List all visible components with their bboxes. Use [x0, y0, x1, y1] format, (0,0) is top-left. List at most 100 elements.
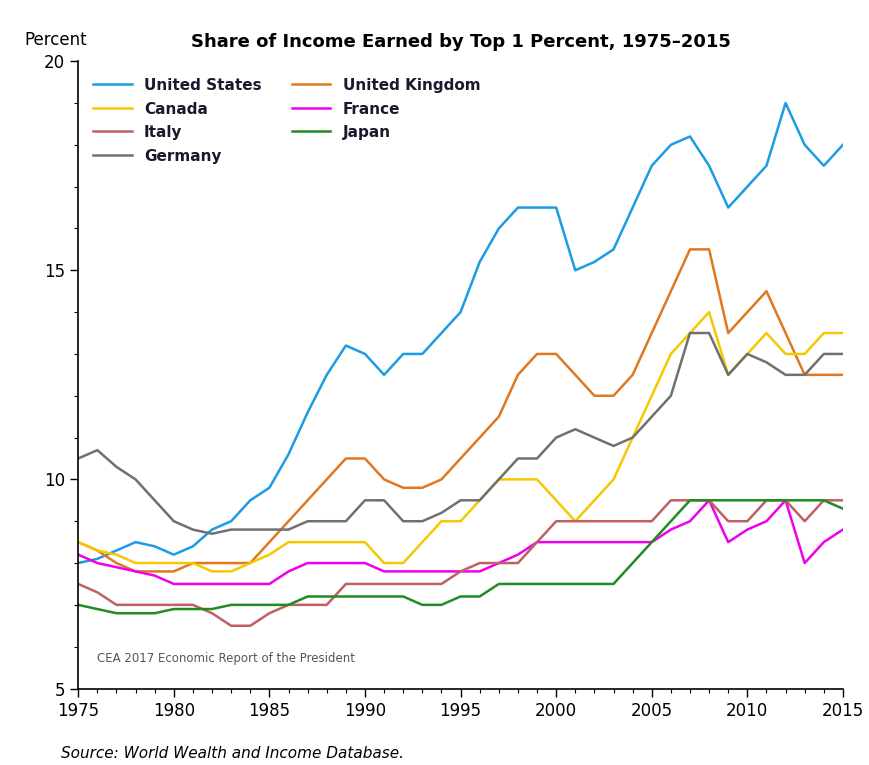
Japan: [838, 504, 848, 513]
Japan: [398, 592, 408, 601]
United States: [207, 525, 217, 534]
United Kingdom: [723, 328, 733, 337]
Germany: [532, 454, 542, 463]
United States: [264, 483, 275, 493]
United States: [723, 203, 733, 212]
Germany: [513, 454, 523, 463]
Germany: [341, 516, 351, 526]
Germany: [264, 525, 275, 534]
United Kingdom: [130, 567, 141, 576]
Line: Germany: Germany: [78, 333, 843, 534]
Germany: [589, 433, 600, 442]
Legend: United States, Canada, Italy, Germany, United Kingdom, France, Japan: United States, Canada, Italy, Germany, U…: [94, 78, 481, 164]
Canada: [627, 433, 638, 442]
Italy: [723, 516, 733, 526]
United Kingdom: [360, 454, 370, 463]
Italy: [474, 558, 485, 568]
Germany: [322, 516, 332, 526]
Canada: [169, 558, 179, 568]
France: [360, 558, 370, 568]
Canada: [532, 475, 542, 484]
Japan: [627, 558, 638, 568]
Text: Percent: Percent: [24, 31, 87, 49]
Canada: [73, 538, 83, 547]
Japan: [799, 496, 810, 505]
Canada: [570, 516, 580, 526]
Germany: [226, 525, 236, 534]
Title: Share of Income Earned by Top 1 Percent, 1975–2015: Share of Income Earned by Top 1 Percent,…: [190, 34, 731, 51]
France: [819, 538, 829, 547]
Canada: [379, 558, 389, 568]
Canada: [207, 567, 217, 576]
Japan: [608, 579, 619, 588]
Canada: [761, 328, 772, 337]
Line: United States: United States: [78, 103, 843, 563]
United Kingdom: [704, 245, 714, 254]
Germany: [111, 462, 122, 471]
Germany: [608, 441, 619, 451]
France: [723, 538, 733, 547]
Canada: [149, 558, 160, 568]
France: [780, 496, 791, 505]
Italy: [685, 496, 695, 505]
Japan: [302, 592, 313, 601]
France: [417, 567, 428, 576]
Italy: [551, 516, 561, 526]
United Kingdom: [417, 483, 428, 493]
Canada: [666, 350, 676, 359]
France: [302, 558, 313, 568]
Japan: [188, 604, 198, 614]
France: [436, 567, 447, 576]
Germany: [360, 496, 370, 505]
United Kingdom: [532, 350, 542, 359]
United States: [149, 542, 160, 551]
Germany: [302, 516, 313, 526]
Germany: [647, 412, 657, 422]
United Kingdom: [264, 538, 275, 547]
Canada: [398, 558, 408, 568]
Canada: [417, 538, 428, 547]
Canada: [704, 308, 714, 317]
United States: [627, 203, 638, 212]
Germany: [819, 350, 829, 359]
Italy: [111, 601, 122, 610]
Canada: [742, 350, 753, 359]
Germany: [723, 370, 733, 379]
United States: [169, 550, 179, 559]
Italy: [360, 579, 370, 588]
Japan: [685, 496, 695, 505]
Canada: [513, 475, 523, 484]
United Kingdom: [283, 516, 294, 526]
Japan: [341, 592, 351, 601]
France: [283, 567, 294, 576]
United Kingdom: [761, 287, 772, 296]
Germany: [73, 454, 83, 463]
Japan: [226, 601, 236, 610]
France: [226, 579, 236, 588]
Japan: [379, 592, 389, 601]
United States: [742, 182, 753, 191]
United States: [513, 203, 523, 212]
Japan: [264, 601, 275, 610]
France: [169, 579, 179, 588]
Japan: [780, 496, 791, 505]
United Kingdom: [302, 496, 313, 505]
France: [532, 538, 542, 547]
Text: 2015: 2015: [0, 764, 1, 765]
France: [111, 562, 122, 571]
France: [73, 550, 83, 559]
Germany: [666, 391, 676, 400]
United States: [245, 496, 255, 505]
United States: [322, 370, 332, 379]
Canada: [589, 496, 600, 505]
Italy: [704, 496, 714, 505]
Japan: [532, 579, 542, 588]
United Kingdom: [398, 483, 408, 493]
France: [245, 579, 255, 588]
United States: [111, 546, 122, 555]
Germany: [379, 496, 389, 505]
Canada: [92, 546, 103, 555]
United States: [608, 245, 619, 254]
Italy: [436, 579, 447, 588]
Germany: [627, 433, 638, 442]
